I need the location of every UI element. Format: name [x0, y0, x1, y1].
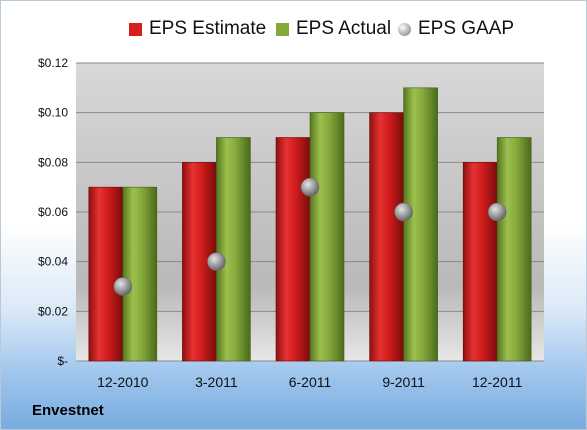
legend-swatch-gaap [398, 22, 411, 36]
bar-eps-actual [216, 137, 251, 362]
y-tick-label: $0.10 [38, 106, 68, 120]
x-tick-label: 3-2011 [195, 374, 238, 390]
bar-eps-estimate [462, 162, 498, 362]
bar-eps-actual [496, 137, 532, 362]
bar-eps-estimate [275, 137, 311, 362]
y-tick-label: $0.04 [38, 255, 68, 269]
y-tick-label: $0.08 [38, 155, 68, 169]
x-tick-label: 9-2011 [382, 374, 425, 390]
legend-label-gaap: EPS GAAP [418, 18, 515, 39]
legend-swatch-estimate [129, 22, 142, 36]
marker-eps-gaap [300, 177, 320, 197]
company-name: Envestnet [32, 402, 104, 419]
y-tick-label: $- [57, 354, 68, 368]
marker-eps-gaap [113, 277, 133, 296]
legend-label-actual: EPS Actual [296, 18, 392, 39]
x-tick-label: 12-2010 [97, 374, 149, 390]
bar-eps-estimate [369, 112, 404, 362]
legend-item-gaap: EPS GAAP [398, 17, 514, 41]
marker-eps-gaap [487, 202, 507, 222]
y-tick-label: $0.02 [38, 304, 68, 318]
bar-eps-actual [122, 186, 158, 362]
x-tick-label: 12-2011 [472, 374, 523, 390]
bar-eps-actual [309, 112, 345, 362]
x-tick-label: 6-2011 [289, 374, 332, 390]
legend-swatch-actual [276, 22, 289, 36]
marker-eps-gaap [394, 202, 413, 222]
marker-eps-gaap [207, 252, 226, 271]
y-tick-label: $0.12 [38, 56, 68, 70]
legend-item-actual: EPS Actual [276, 17, 391, 41]
bar-eps-actual [403, 87, 438, 362]
legend-label-estimate: EPS Estimate [149, 18, 267, 39]
y-tick-label: $0.06 [38, 205, 68, 219]
bar-eps-estimate [88, 186, 124, 362]
legend-item-estimate: EPS Estimate [129, 17, 266, 41]
